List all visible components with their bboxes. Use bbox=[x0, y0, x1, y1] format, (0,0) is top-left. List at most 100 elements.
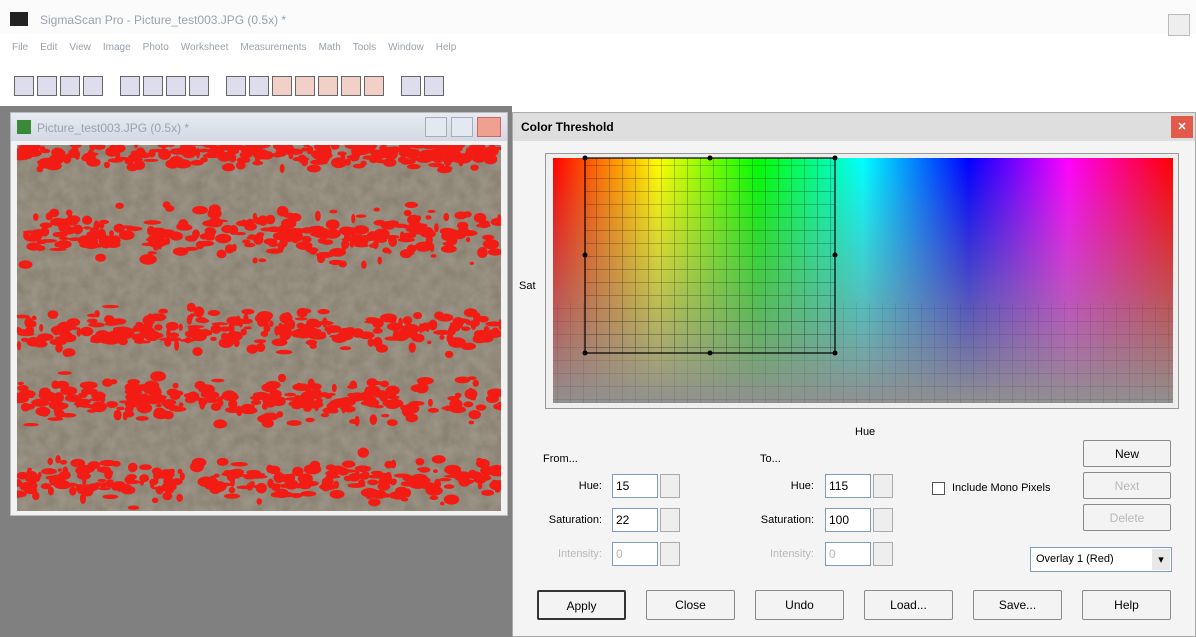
menu-item[interactable]: Tools bbox=[353, 42, 376, 58]
overlay-pixel bbox=[167, 389, 180, 396]
overlay-pixel bbox=[180, 339, 195, 342]
overlay-pixel bbox=[391, 479, 397, 485]
overlay-pixel bbox=[322, 408, 335, 414]
spin-button[interactable] bbox=[873, 508, 893, 532]
spin-button[interactable] bbox=[660, 474, 680, 498]
overlay-pixel bbox=[176, 494, 183, 502]
overlay-pixel bbox=[253, 257, 258, 263]
overlay-pixel bbox=[33, 213, 39, 221]
overlay-pixel bbox=[405, 202, 418, 208]
toolbar-button[interactable] bbox=[60, 76, 80, 96]
dialog-button[interactable]: Save... bbox=[973, 590, 1062, 620]
toolbar-button[interactable] bbox=[166, 76, 186, 96]
overlay-dropdown[interactable]: Overlay 1 (Red)▾ bbox=[1030, 547, 1172, 572]
side-button[interactable]: Next bbox=[1083, 472, 1171, 499]
toolbar-button[interactable] bbox=[143, 76, 163, 96]
overlay-pixel bbox=[472, 155, 477, 161]
text-field[interactable]: 22 bbox=[612, 508, 658, 532]
toolbar-button[interactable] bbox=[341, 76, 361, 96]
toolbar-button[interactable] bbox=[14, 76, 34, 96]
overlay-pixel bbox=[378, 473, 390, 481]
overlay-pixel bbox=[269, 321, 273, 327]
overlay-pixel bbox=[47, 417, 63, 421]
overlay-pixel bbox=[444, 495, 460, 505]
overlay-pixel bbox=[115, 150, 120, 160]
text-field[interactable]: 15 bbox=[612, 474, 658, 498]
overlay-pixel bbox=[148, 149, 155, 158]
menu-item[interactable]: Measurements bbox=[240, 42, 306, 58]
overlay-pixel bbox=[243, 314, 248, 322]
checkbox[interactable] bbox=[932, 482, 945, 495]
text-field[interactable]: 0 bbox=[825, 542, 871, 566]
overlay-pixel bbox=[380, 313, 397, 322]
overlay-pixel bbox=[309, 226, 324, 231]
minimize-button[interactable] bbox=[1168, 14, 1190, 36]
overlay-pixel bbox=[406, 145, 411, 153]
overlay-pixel bbox=[80, 493, 86, 504]
toolbar-button[interactable] bbox=[401, 76, 421, 96]
overlay-pixel bbox=[228, 153, 236, 162]
dialog-button[interactable]: Apply bbox=[537, 590, 626, 620]
overlay-pixel bbox=[139, 464, 152, 470]
menu-item[interactable]: File bbox=[12, 42, 28, 58]
overlay-pixel bbox=[296, 241, 313, 250]
overlay-pixel bbox=[111, 482, 119, 491]
overlay-pixel bbox=[224, 494, 240, 499]
toolbar-button[interactable] bbox=[424, 76, 444, 96]
dialog-button[interactable]: Undo bbox=[755, 590, 844, 620]
toolbar-button[interactable] bbox=[83, 76, 103, 96]
side-button[interactable]: New bbox=[1083, 440, 1171, 467]
menu-item[interactable]: Worksheet bbox=[181, 42, 229, 58]
spin-button[interactable] bbox=[660, 542, 680, 566]
overlay-pixel bbox=[102, 379, 113, 387]
menu-item[interactable]: Help bbox=[436, 42, 457, 58]
menu-item[interactable]: Window bbox=[388, 42, 424, 58]
overlay-pixel bbox=[163, 480, 176, 491]
menu-item[interactable]: Math bbox=[319, 42, 341, 58]
overlay-pixel bbox=[137, 403, 153, 414]
dialog-button[interactable]: Load... bbox=[864, 590, 953, 620]
overlay-pixel bbox=[66, 210, 73, 216]
close-button[interactable]: ✕ bbox=[1171, 116, 1193, 138]
overlay-pixel bbox=[126, 404, 133, 408]
menu-item[interactable]: Edit bbox=[40, 42, 57, 58]
overlay-pixel bbox=[236, 221, 246, 226]
toolbar-button[interactable] bbox=[272, 76, 292, 96]
overlay-pixel bbox=[409, 342, 416, 352]
toolbar-button[interactable] bbox=[120, 76, 140, 96]
maximize-button[interactable] bbox=[451, 117, 473, 137]
text-field[interactable]: 100 bbox=[825, 508, 871, 532]
toolbar-button[interactable] bbox=[37, 76, 57, 96]
toolbar-button[interactable] bbox=[226, 76, 246, 96]
minimize-button[interactable] bbox=[425, 117, 447, 137]
dialog-button[interactable]: Close bbox=[646, 590, 735, 620]
overlay-pixel bbox=[187, 315, 192, 325]
text-field[interactable]: 115 bbox=[825, 474, 871, 498]
menu-item[interactable]: Image bbox=[103, 42, 131, 58]
toolbar-button[interactable] bbox=[364, 76, 384, 96]
overlay-pixel bbox=[87, 409, 97, 413]
overlay-pixel bbox=[40, 239, 57, 243]
side-button[interactable]: Delete bbox=[1083, 504, 1171, 531]
overlay-pixel bbox=[271, 492, 281, 497]
menu-item[interactable]: Photo bbox=[143, 42, 169, 58]
overlay-pixel bbox=[231, 462, 248, 466]
overlay-pixel bbox=[332, 384, 337, 392]
overlay-pixel bbox=[156, 404, 162, 407]
menu-item[interactable]: View bbox=[69, 42, 91, 58]
toolbar-button[interactable] bbox=[295, 76, 315, 96]
overlay-pixel bbox=[387, 419, 398, 426]
overlay-pixel bbox=[89, 398, 102, 401]
toolbar-button[interactable] bbox=[318, 76, 338, 96]
text-field[interactable]: 0 bbox=[612, 542, 658, 566]
toolbar-button[interactable] bbox=[249, 76, 269, 96]
close-button[interactable] bbox=[477, 117, 501, 137]
overlay-pixel bbox=[208, 218, 223, 228]
spin-button[interactable] bbox=[873, 542, 893, 566]
spin-button[interactable] bbox=[873, 474, 893, 498]
overlay-pixel bbox=[229, 487, 235, 493]
overlay-pixel bbox=[246, 344, 258, 353]
spin-button[interactable] bbox=[660, 508, 680, 532]
toolbar-button[interactable] bbox=[189, 76, 209, 96]
dialog-button[interactable]: Help bbox=[1082, 590, 1171, 620]
